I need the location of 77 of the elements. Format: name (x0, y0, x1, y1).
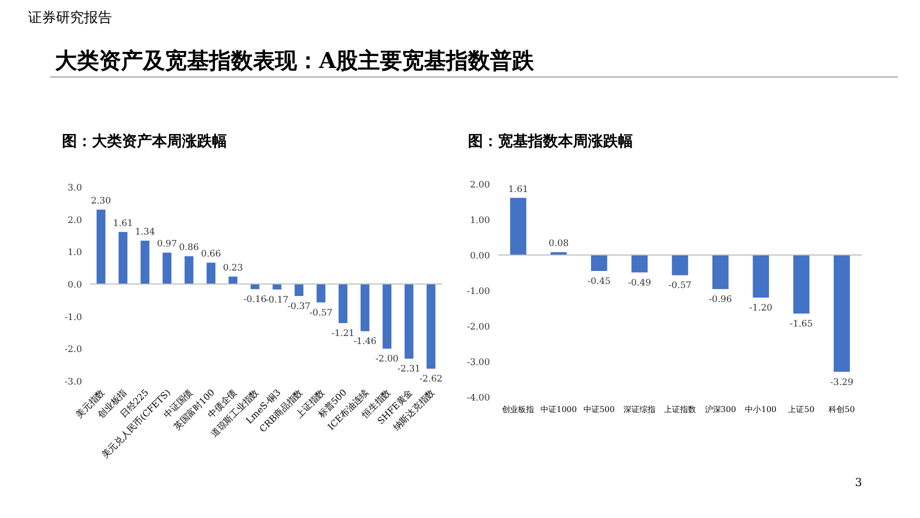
data-label: -2.62 (419, 374, 443, 385)
bar (360, 284, 370, 332)
bar (382, 284, 392, 349)
data-label: 1.34 (134, 228, 156, 238)
bar (162, 252, 172, 284)
bar (206, 262, 216, 284)
bar (752, 255, 769, 298)
data-label: -2.31 (397, 364, 421, 375)
bar (591, 255, 608, 271)
y-tick-label: -3.0 (64, 378, 82, 388)
data-label: -1.46 (353, 337, 377, 348)
bar (834, 255, 850, 372)
data-label: -1.21 (331, 329, 355, 340)
data-label: -0.57 (309, 308, 333, 318)
data-label: -1.20 (749, 304, 773, 314)
y-tick-label: -1.0 (64, 312, 82, 323)
data-label: 0.66 (200, 250, 222, 260)
data-label: 0.08 (548, 239, 569, 250)
data-label: -0.45 (588, 276, 611, 287)
bar (510, 198, 526, 255)
y-tick-label: -3.00 (466, 358, 490, 368)
bar (272, 284, 282, 290)
data-label: -0.17 (265, 295, 289, 306)
bar (118, 232, 128, 284)
y-tick-label: 3.0 (68, 184, 82, 194)
bar (294, 284, 304, 296)
data-label: -3.29 (830, 378, 854, 388)
bar (140, 240, 150, 284)
x-tick-label: 中证500 (583, 405, 615, 414)
x-tick-label: 中证1000 (540, 405, 577, 414)
x-tick-label: 沪深300 (704, 405, 736, 414)
data-label: 1.61 (508, 184, 528, 195)
bar (712, 255, 729, 290)
data-label: 2.30 (90, 196, 112, 207)
text: 证券研究报告 (28, 10, 112, 26)
bar (338, 284, 348, 324)
bar (404, 284, 414, 359)
x-tick-label: 深证综指 (624, 405, 656, 414)
bar (228, 276, 238, 284)
y-tick-label: -4.00 (466, 394, 490, 404)
chart-title: 图：大类资产本周涨跌幅 (62, 132, 227, 150)
data-label: -0.37 (287, 302, 311, 312)
y-tick-label: -2.00 (466, 322, 490, 332)
text: 大类资产及宽基指数表现：A股主要宽基指数普跌 (55, 48, 536, 74)
bar (631, 255, 648, 272)
chart-title: 图：宽基指数本周涨跌幅 (468, 132, 633, 150)
bar (96, 210, 106, 284)
x-tick-label: 上证50 (788, 405, 814, 414)
bar (793, 255, 810, 314)
x-tick-label: 科创50 (828, 405, 855, 414)
y-tick-label: 0.0 (68, 280, 82, 290)
x-tick-label: 上证指数 (664, 405, 696, 414)
bar (672, 255, 688, 276)
bar (184, 256, 194, 284)
data-label: -1.65 (790, 320, 814, 330)
y-tick-label: 2.00 (470, 180, 490, 190)
data-label: 1.61 (112, 218, 134, 229)
data-label: 0.86 (178, 243, 200, 254)
y-tick-label: 1.0 (68, 248, 82, 258)
data-label: -0.96 (708, 295, 732, 306)
data-label: -0.57 (668, 281, 692, 292)
data-label: 0.23 (222, 264, 244, 274)
text: 3 (855, 476, 862, 489)
y-tick-label: 2.0 (68, 216, 82, 226)
x-tick-label: 创业板指 (502, 405, 534, 414)
data-label: -2.00 (375, 354, 399, 365)
y-tick-label: -1.00 (466, 287, 490, 297)
y-tick-label: 0.00 (470, 252, 490, 262)
data-label: -0.49 (628, 278, 652, 288)
y-tick-label: 1.00 (470, 216, 490, 226)
bar (550, 252, 567, 255)
bar (316, 284, 326, 302)
x-tick-label: 中小100 (745, 405, 777, 414)
data-label: 0.97 (156, 240, 178, 250)
data-label: -0.16 (243, 295, 267, 306)
bar (426, 284, 436, 369)
y-tick-label: -2.0 (64, 345, 82, 356)
